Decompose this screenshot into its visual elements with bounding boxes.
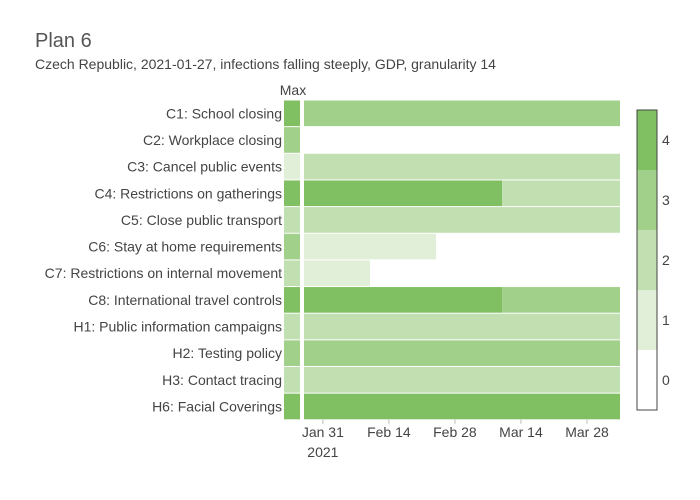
x-tick-label: Mar 28 <box>565 424 609 440</box>
colorbar-tick-label: 0 <box>662 372 670 388</box>
max-cell <box>284 180 300 207</box>
max-cell <box>284 340 300 366</box>
policy-segment <box>304 313 620 340</box>
colorbar-swatch <box>637 170 657 230</box>
colorbar-tick-label: 2 <box>662 252 670 268</box>
policy-segment <box>304 207 620 233</box>
x-tick-label: Jan 31 <box>302 424 344 440</box>
max-cell <box>284 153 300 180</box>
colorbar-swatch <box>637 350 657 410</box>
policy-segment <box>304 233 437 260</box>
max-cell <box>284 127 300 153</box>
colorbar-swatch <box>637 110 657 170</box>
policy-segment <box>502 287 620 313</box>
policy-segment <box>304 260 371 287</box>
x-tick-label: Feb 14 <box>367 424 411 440</box>
row-label: C6: Stay at home requirements <box>88 239 282 255</box>
policy-segment <box>304 393 620 420</box>
policy-segment <box>304 340 620 366</box>
row-label: C8: International travel controls <box>88 292 282 308</box>
row-label: H2: Testing policy <box>173 345 282 361</box>
max-column-header: Max <box>280 82 306 98</box>
colorbar-swatch <box>637 230 657 290</box>
row-label: C5: Close public transport <box>121 212 282 228</box>
max-cell <box>284 207 300 233</box>
max-cell <box>284 367 300 393</box>
chart-subtitle: Czech Republic, 2021-01-27, infections f… <box>35 56 496 72</box>
policy-segment <box>502 180 620 207</box>
max-cell <box>284 260 300 287</box>
x-tick-label: Feb 28 <box>433 424 477 440</box>
max-cell <box>284 393 300 420</box>
colorbar-tick-label: 1 <box>662 312 670 328</box>
row-label: H6: Facial Coverings <box>152 398 282 414</box>
policy-segment <box>304 287 503 313</box>
row-label: C1: School closing <box>166 105 282 121</box>
row-label: C3: Cancel public events <box>127 159 282 175</box>
row-label: H1: Public information campaigns <box>73 319 282 335</box>
row-label: H3: Contact tracing <box>162 372 282 388</box>
colorbar-swatch <box>637 290 657 350</box>
row-label: C7: Restrictions on internal movement <box>45 265 282 281</box>
row-label: C2: Workplace closing <box>143 132 282 148</box>
policy-segment <box>304 367 620 393</box>
max-cell <box>284 313 300 340</box>
x-tick-label: Mar 14 <box>499 424 543 440</box>
colorbar-frame <box>636 109 658 411</box>
policy-segment <box>304 100 620 127</box>
policy-segment <box>304 180 503 207</box>
row-label: C4: Restrictions on gatherings <box>94 185 282 201</box>
max-cell <box>284 233 300 260</box>
colorbar-tick-label: 3 <box>662 192 670 208</box>
x-year-label: 2021 <box>307 444 338 460</box>
chart-title: Plan 6 <box>35 30 92 52</box>
max-cell <box>284 100 300 127</box>
colorbar-tick-label: 4 <box>662 132 670 148</box>
max-cell <box>284 287 300 313</box>
policy-segment <box>304 153 620 180</box>
